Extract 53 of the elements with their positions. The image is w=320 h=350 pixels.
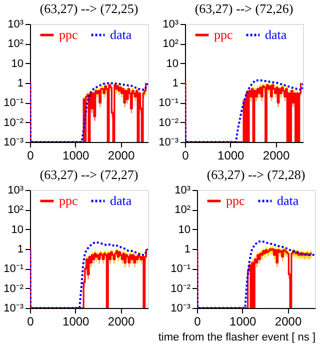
y-tick-label: 10³ — [174, 184, 191, 196]
x-tick-label: 0 — [27, 314, 34, 328]
chart-title: (63,27) --> (72,26) — [194, 1, 294, 16]
y-tick-label: 10 — [11, 224, 24, 236]
x-tick-label: 2000 — [262, 148, 290, 162]
y-tick-label: 10⁻¹ — [4, 263, 24, 276]
y-tick-label: 10 — [166, 58, 178, 70]
x-tick-label: 1000 — [62, 148, 90, 162]
x-tick-label: 0 — [194, 314, 202, 328]
legend-label: data — [110, 27, 132, 42]
y-tick-label: 10⁻¹ — [170, 263, 191, 276]
x-axis-title: time from the flasher event [ ns ] — [158, 332, 316, 344]
legend-label: ppc — [59, 193, 78, 208]
legend-label: data — [110, 193, 132, 208]
y-tick-label: 1 — [17, 78, 24, 90]
y-tick-label: 10⁻² — [4, 116, 24, 129]
x-tick-label: 2000 — [108, 314, 135, 328]
x-tick-label: 1000 — [62, 314, 90, 328]
y-tick-label: 10 — [178, 224, 190, 236]
y-tick-label: 10³ — [162, 18, 179, 30]
y-tick-label: 10⁻³ — [170, 302, 191, 314]
y-tick-label: 10³ — [8, 18, 24, 30]
x-tick-label: 1000 — [218, 148, 245, 162]
legend-label: data — [277, 193, 299, 208]
chart-title: (63,27) --> (72,25) — [40, 1, 138, 16]
x-tick-label: 1000 — [230, 314, 257, 328]
y-tick-label: 10² — [174, 204, 191, 216]
y-tick-label: 10² — [162, 38, 179, 50]
legend-label: data — [265, 27, 287, 42]
legend-label: ppc — [59, 27, 78, 42]
y-tick-label: 10⁻² — [170, 282, 191, 295]
x-tick-label: 0 — [27, 148, 34, 162]
y-tick-label: 10⁻¹ — [158, 97, 179, 110]
text: ppc — [226, 193, 245, 208]
y-tick-label: 10⁻³ — [4, 302, 24, 314]
x-tick-label: 2000 — [274, 314, 302, 328]
y-tick-label: 10² — [8, 38, 24, 50]
y-tick-label: 10³ — [8, 184, 24, 196]
y-tick-label: 10 — [11, 58, 24, 70]
y-tick-label: 10⁻³ — [4, 136, 24, 148]
y-tick-label: 10⁻¹ — [4, 97, 24, 110]
text: ppc — [214, 27, 233, 42]
y-tick-label: 10⁻² — [158, 116, 179, 129]
y-tick-label: 10² — [8, 204, 24, 216]
y-tick-label: 1 — [184, 244, 190, 256]
y-tick-label: 1 — [172, 78, 178, 90]
chart-title: (63,27) --> (72,27) — [40, 167, 138, 182]
chart-title: (63,27) --> (72,28) — [206, 167, 306, 182]
y-tick-label: 10⁻³ — [158, 136, 179, 148]
y-tick-label: 1 — [17, 244, 24, 256]
x-tick-label: 0 — [182, 148, 190, 162]
y-tick-label: 10⁻² — [4, 282, 24, 295]
x-tick-label: 2000 — [108, 148, 135, 162]
